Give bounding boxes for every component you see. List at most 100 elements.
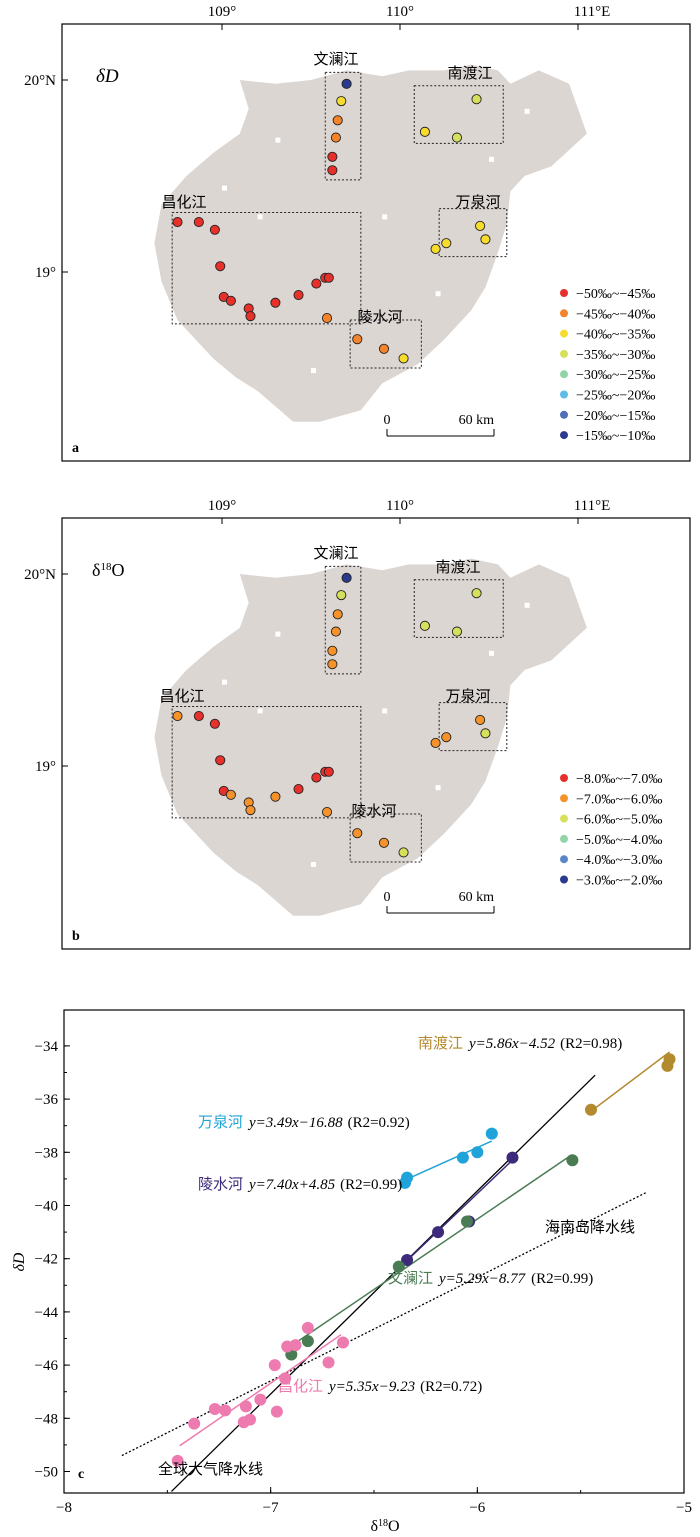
island-shape	[154, 558, 587, 916]
catchment-box	[438, 208, 508, 258]
data-point	[566, 1154, 579, 1167]
legend-label: −7.0‰~−6.0‰	[576, 792, 662, 807]
sample-site	[193, 217, 204, 228]
land-gap	[489, 650, 494, 656]
scale-start: 0	[384, 413, 391, 428]
x-tick-label: −8	[56, 1500, 72, 1516]
legend-swatch	[560, 774, 568, 782]
land-gap	[222, 185, 227, 191]
land-gap	[275, 631, 281, 637]
fit-line	[179, 1334, 342, 1447]
sample-site	[378, 343, 390, 354]
series-equation: y=3.49x−16.88	[247, 1115, 343, 1131]
series-r2: (R2=0.92)	[348, 1115, 410, 1131]
sample-site	[323, 766, 334, 777]
y-tick-label: −36	[35, 1092, 59, 1108]
land-gap	[435, 785, 441, 791]
reference-line-label-hainan: 海南岛降水线	[545, 1218, 635, 1236]
data-point	[171, 1454, 184, 1467]
land-gap	[311, 862, 316, 867]
legend-swatch	[560, 814, 568, 823]
region-label-nandu: 南渡江	[447, 64, 492, 82]
land-gap	[524, 108, 530, 114]
annotation-wenlan: 文澜江 y=5.29x−8.77 (R2=0.99)	[388, 1269, 593, 1287]
legend-label: −20‰~−15‰	[576, 409, 655, 424]
sample-site	[293, 289, 304, 301]
sample-site	[419, 620, 430, 631]
catchment-box	[324, 565, 362, 675]
sample-site	[451, 132, 463, 143]
sample-site	[321, 807, 333, 818]
legend-label: −15‰~−10‰	[576, 429, 655, 444]
data-point	[663, 1053, 676, 1066]
y-tick-label: −34	[35, 1039, 59, 1055]
legend-label: −5.0‰~−4.0‰	[576, 833, 662, 848]
land-gap	[275, 137, 281, 143]
sample-site	[471, 588, 482, 599]
left-tick-label: 20°N	[24, 73, 56, 89]
legend-label: −8.0‰~−7.0‰	[576, 772, 662, 787]
region-label-wenlan: 文澜江	[313, 544, 358, 562]
sample-site	[225, 789, 236, 800]
series-r2: (R2=0.99)	[531, 1271, 593, 1287]
land-gap	[311, 368, 316, 373]
data-point	[456, 1151, 469, 1164]
sample-site	[336, 96, 347, 107]
sample-site	[332, 115, 343, 126]
data-point	[254, 1393, 267, 1406]
sample-site	[398, 353, 409, 364]
region-label-lingshui: 陵水河	[357, 308, 402, 326]
legend-swatch	[560, 875, 568, 884]
data-point	[208, 1402, 221, 1415]
land-gap	[257, 214, 263, 220]
sample-site	[327, 659, 338, 670]
reference-line	[121, 1191, 648, 1457]
scale-bar: 0 60 km	[384, 890, 495, 914]
sample-site	[480, 728, 491, 739]
fit-line	[290, 1155, 571, 1347]
sample-site	[323, 272, 334, 283]
y-tick-label: −42	[35, 1252, 58, 1268]
sample-site	[172, 217, 183, 228]
top-tick-label: 110°	[386, 498, 414, 514]
legend-swatch	[560, 794, 568, 803]
data-point	[432, 1226, 445, 1239]
legend-swatch	[560, 855, 568, 864]
annotation-wanquan: 万泉河 y=3.49x−16.88 (R2=0.92)	[198, 1113, 410, 1131]
data-point	[322, 1356, 335, 1369]
x-tick-label: −6	[469, 1500, 485, 1516]
sample-site	[321, 313, 333, 324]
sample-site	[336, 590, 347, 601]
land-gap	[489, 156, 494, 162]
sample-site	[378, 837, 390, 848]
reference-line-label-global: 全球大气降水线	[158, 1460, 263, 1478]
annotation-changhua: 昌化江 y=5.35x−9.23 (R2=0.72)	[278, 1377, 482, 1395]
annotation-lingshui: 陵水河 y=7.40x+4.85 (R2=0.99)	[198, 1175, 402, 1193]
sample-site	[398, 847, 409, 858]
top-tick-label: 109°	[208, 4, 237, 20]
sample-site	[270, 791, 281, 802]
sample-site	[475, 714, 486, 725]
data-point	[401, 1171, 414, 1184]
data-point	[506, 1151, 519, 1164]
catchment-box	[413, 579, 504, 638]
sample-site	[245, 311, 256, 322]
scale-end: 60 km	[459, 890, 495, 905]
fit-line	[590, 1051, 670, 1112]
y-tick-label: −46	[35, 1358, 59, 1374]
sample-site	[245, 805, 256, 816]
hainan-island-land	[154, 558, 587, 916]
land-gap	[524, 602, 530, 608]
region-label-changhua: 昌化江	[159, 687, 204, 705]
sample-site	[209, 718, 220, 729]
sample-site	[352, 334, 363, 345]
x-axis-label: δ18O	[370, 1518, 399, 1536]
panel-variable-label: δD	[96, 66, 119, 87]
series-equation: y=5.35x−9.23	[327, 1379, 415, 1395]
series-equation: y=7.40x+4.85	[247, 1177, 336, 1193]
fit-line	[404, 1159, 513, 1263]
catchment-box	[438, 702, 508, 752]
x-tick-label: −5	[676, 1500, 692, 1516]
region-label-wanquan: 万泉河	[455, 193, 500, 211]
